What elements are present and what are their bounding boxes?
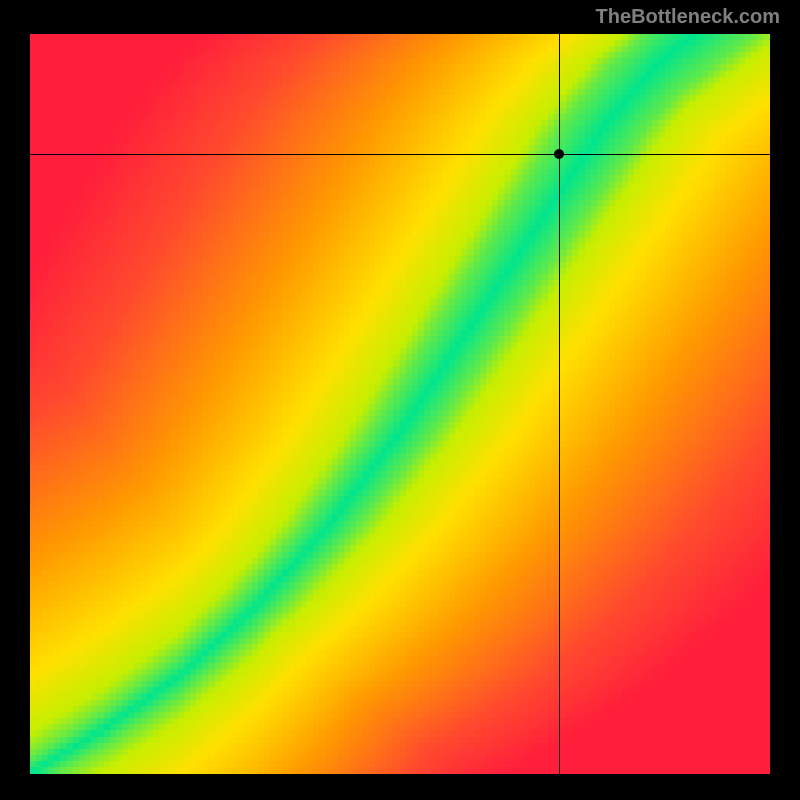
- crosshair-horizontal: [30, 154, 770, 155]
- bottleneck-heatmap: [30, 34, 770, 774]
- crosshair-vertical: [559, 34, 560, 774]
- attribution-text: TheBottleneck.com: [596, 6, 780, 29]
- heatmap-canvas: [30, 34, 770, 774]
- crosshair-marker: [554, 149, 564, 159]
